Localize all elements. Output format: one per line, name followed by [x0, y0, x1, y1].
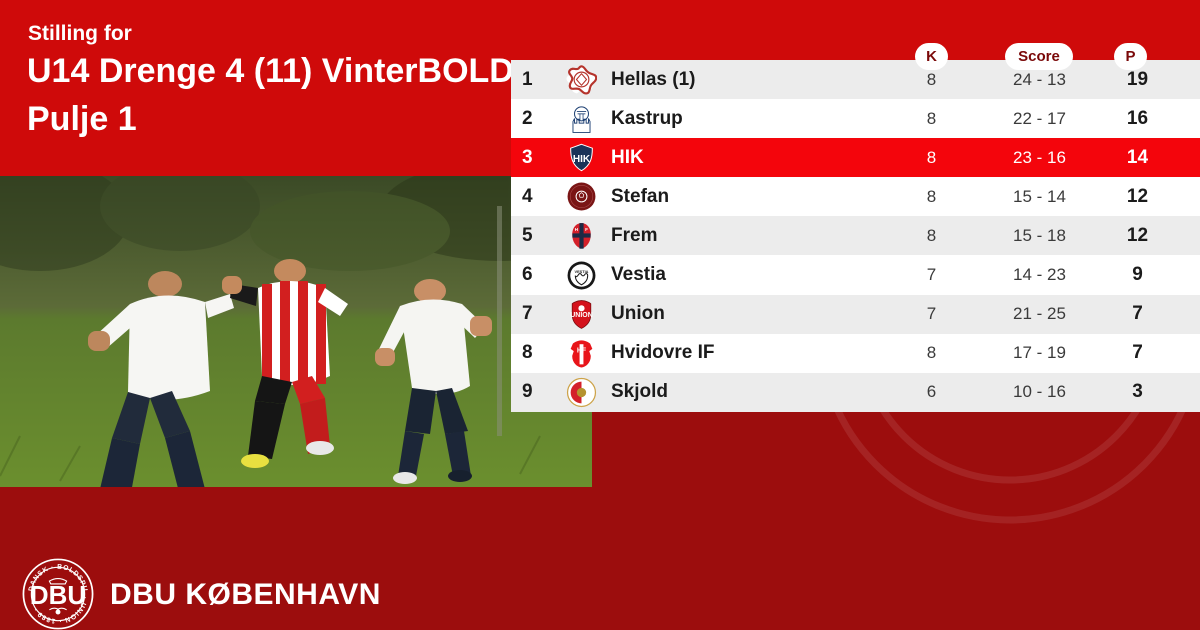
svg-text:UNION: UNION — [570, 311, 592, 318]
svg-text:HF: HF — [576, 347, 585, 354]
svg-text:F: F — [585, 227, 588, 232]
svg-text:HIK: HIK — [572, 154, 590, 165]
svg-text:DBU: DBU — [30, 582, 86, 610]
